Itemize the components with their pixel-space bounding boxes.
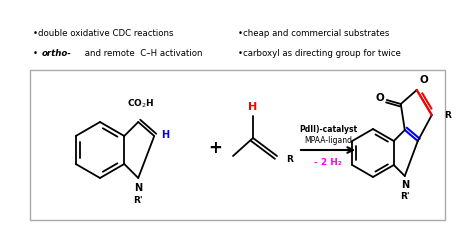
- Text: N: N: [134, 183, 142, 193]
- Text: +: +: [208, 139, 222, 157]
- Text: H: H: [248, 102, 258, 112]
- Text: R: R: [444, 111, 451, 120]
- Text: R: R: [286, 155, 293, 163]
- Text: MPAA-ligand: MPAA-ligand: [304, 136, 352, 145]
- Text: O: O: [375, 93, 384, 103]
- Text: - 2 H₂: - 2 H₂: [314, 158, 342, 167]
- Text: •double oxidative CDC reactions: •double oxidative CDC reactions: [33, 29, 173, 37]
- Text: ortho-: ortho-: [42, 49, 72, 58]
- Text: O: O: [420, 75, 428, 85]
- Text: •cheap and commercial substrates: •cheap and commercial substrates: [238, 29, 389, 37]
- Text: N: N: [401, 180, 409, 190]
- Text: R': R': [400, 192, 410, 201]
- Text: PdII)-catalyst: PdII)-catalyst: [299, 125, 357, 134]
- Text: CO$_2$H: CO$_2$H: [127, 97, 154, 110]
- Bar: [30, 70, 445, 220]
- Text: •carboxyl as directing group for twice: •carboxyl as directing group for twice: [238, 49, 401, 58]
- Text: H: H: [161, 130, 169, 140]
- Text: R': R': [134, 196, 143, 205]
- Text: and remote  C–H activation: and remote C–H activation: [82, 49, 202, 58]
- Text: •: •: [33, 49, 41, 58]
